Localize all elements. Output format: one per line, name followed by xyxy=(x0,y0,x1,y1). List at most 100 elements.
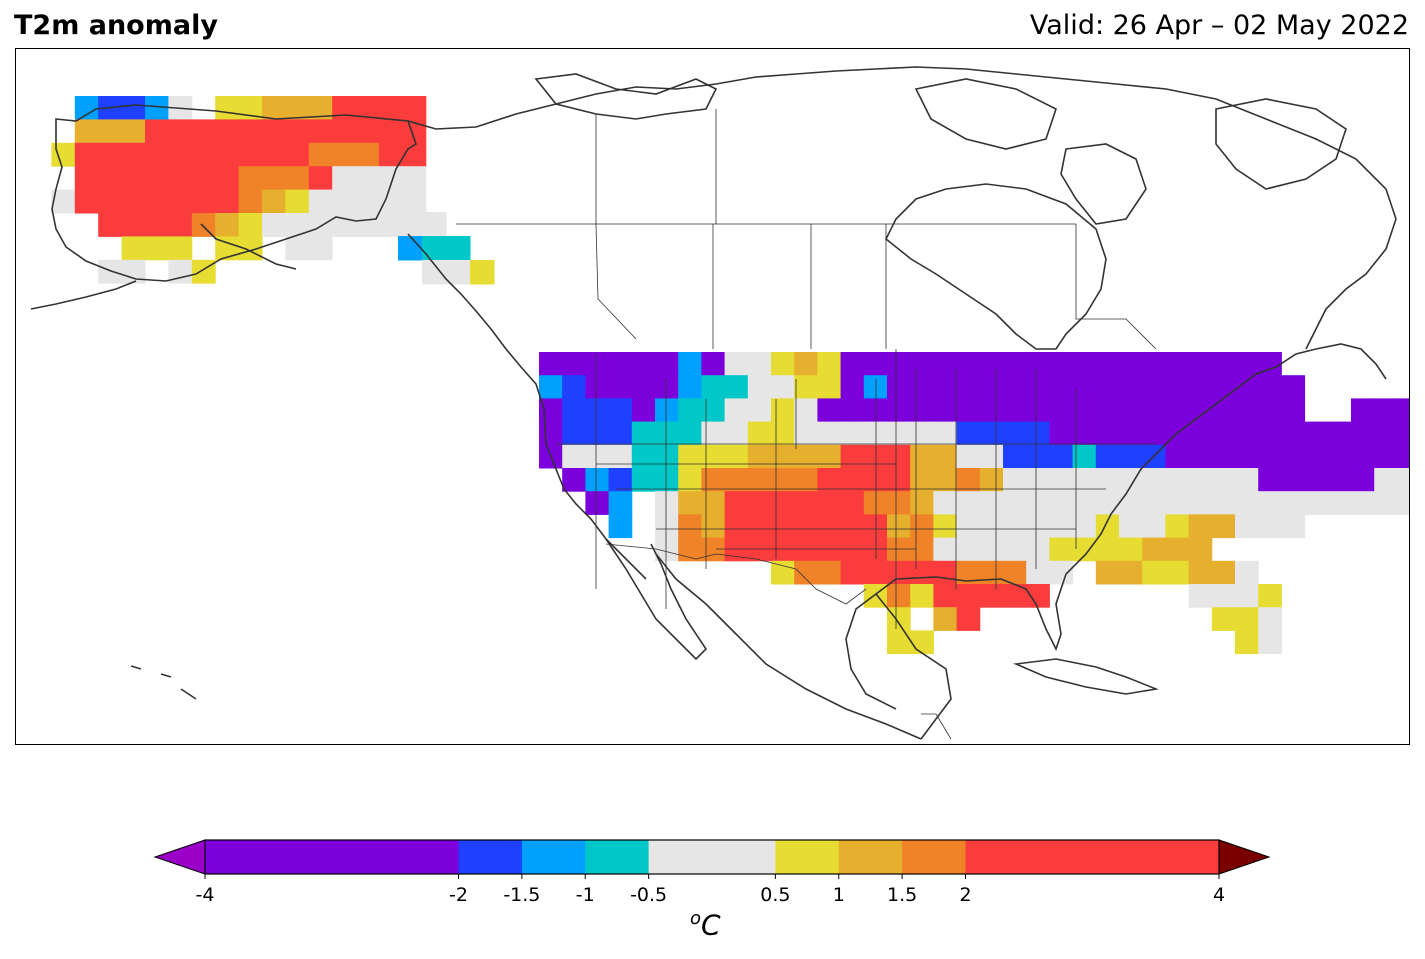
grid-cell-alaska xyxy=(191,213,216,237)
grid-cell-conus xyxy=(1188,514,1213,539)
colorbar: -4 -2 -1.5 -1 -0.5 0.5 1 1.5 2 4 xyxy=(153,839,1271,906)
grid-cell-conus xyxy=(1211,375,1236,399)
grid-cell-conus xyxy=(1049,352,1074,376)
grid-cell-alaska xyxy=(98,213,123,237)
grid-cell-conus xyxy=(887,352,911,376)
grid-cell-conus xyxy=(1235,398,1259,423)
grid-cell-conus xyxy=(1304,468,1329,492)
grid-cell-conus xyxy=(1188,468,1213,492)
grid-cell-alaska xyxy=(332,189,357,214)
grid-cell-conus xyxy=(817,375,842,399)
grid-cell-conus xyxy=(1165,468,1190,492)
grid-cell-conus xyxy=(1258,630,1282,655)
grid-cell-alaska xyxy=(51,142,76,167)
coastline-segment xyxy=(51,104,417,282)
grid-cell-conus xyxy=(771,537,795,562)
grid-cell-conus xyxy=(840,560,865,585)
grid-cell-conus xyxy=(933,398,958,423)
grid-cell-alaska xyxy=(355,189,380,214)
grid-cell-alaska xyxy=(168,213,193,237)
grid-cell-alaska xyxy=(191,142,216,167)
grid-cell-conus xyxy=(910,537,934,562)
grid-cell-conus xyxy=(1327,421,1352,446)
coastline-segment xyxy=(407,233,647,580)
grid-cell-conus xyxy=(1304,491,1329,515)
anomaly-grid-cells xyxy=(51,96,1409,655)
grid-cell-conus xyxy=(1211,421,1236,446)
grid-cell-conus xyxy=(1258,421,1282,446)
grid-cell-conus xyxy=(1235,375,1259,399)
colorbar-tick-label: 4 xyxy=(1213,884,1225,906)
grid-cell-conus xyxy=(747,352,772,376)
grid-cell-conus xyxy=(933,421,958,446)
grid-cell-alaska xyxy=(308,119,333,144)
grid-cell-conus xyxy=(724,468,749,492)
grid-cell-alaska xyxy=(168,259,193,284)
grid-cell-conus xyxy=(1351,491,1375,515)
grid-cell-conus xyxy=(1003,375,1027,399)
colorbar-unit-label: oC xyxy=(690,908,721,941)
grid-cell-alaska xyxy=(51,189,76,214)
grid-cell-conus xyxy=(701,444,726,469)
grid-cell-alaska xyxy=(215,166,240,191)
grid-cell-conus xyxy=(817,398,842,423)
grid-cell-panhandle xyxy=(422,236,447,261)
coastline-segment xyxy=(407,66,1397,220)
grid-cell-alaska xyxy=(145,189,169,214)
grid-cell-conus xyxy=(910,584,934,608)
grid-cell-conus xyxy=(539,352,563,376)
grid-cell-conus xyxy=(678,352,702,376)
grid-cell-conus xyxy=(1003,560,1027,585)
grid-cell-conus xyxy=(771,560,795,585)
grid-cell-conus xyxy=(1165,375,1190,399)
grid-cell-alaska xyxy=(262,142,286,167)
grid-cell-conus xyxy=(1397,398,1409,423)
grid-cell-alaska xyxy=(332,119,357,144)
grid-cell-alaska xyxy=(402,119,427,144)
grid-cell-alaska xyxy=(379,166,403,191)
grid-cell-conus xyxy=(1095,537,1120,562)
grid-cell-conus xyxy=(655,352,679,376)
grid-cell-conus xyxy=(608,398,633,423)
grid-cell-conus xyxy=(1258,607,1282,631)
grid-cell-conus xyxy=(631,468,656,492)
grid-cell-conus xyxy=(794,537,818,562)
grid-cell-conus xyxy=(979,468,1004,492)
grid-cell-conus xyxy=(1119,352,1143,376)
grid-cell-conus xyxy=(910,630,934,655)
grid-cell-conus xyxy=(1351,398,1375,423)
grid-cell-alaska xyxy=(168,189,193,214)
grid-cell-conus xyxy=(1119,560,1143,585)
grid-cell-conus xyxy=(1095,491,1120,515)
grid-cell-conus xyxy=(1095,560,1120,585)
grid-cell-conus xyxy=(794,560,818,585)
grid-cell-conus xyxy=(701,421,726,446)
grid-cell-conus xyxy=(887,514,911,539)
colorbar-bin xyxy=(965,840,1220,874)
grid-cell-conus xyxy=(1026,444,1050,469)
grid-cell-conus xyxy=(771,375,795,399)
coastline-segment xyxy=(845,592,952,740)
grid-cell-alaska xyxy=(121,213,146,237)
grid-cell-conus xyxy=(1235,514,1259,539)
grid-cell-conus xyxy=(1327,491,1352,515)
grid-cell-conus xyxy=(701,352,726,376)
grid-cell-panhandle xyxy=(398,236,423,261)
grid-cell-conus xyxy=(887,468,911,492)
grid-cell-conus xyxy=(933,607,958,631)
grid-cell-conus xyxy=(979,584,1004,608)
grid-cell-conus xyxy=(1049,491,1074,515)
grid-cell-conus xyxy=(794,491,818,515)
grid-cell-alaska xyxy=(355,142,380,167)
grid-cell-alaska xyxy=(74,142,99,167)
grid-cell-conus xyxy=(887,630,911,655)
grid-cell-alaska xyxy=(262,166,286,191)
grid-cell-alaska xyxy=(168,236,193,261)
grid-cell-alaska xyxy=(215,96,240,120)
grid-cell-conus xyxy=(1211,491,1236,515)
grid-cell-conus xyxy=(1026,584,1050,608)
grid-cell-alaska xyxy=(308,236,333,261)
grid-cell-conus xyxy=(1397,468,1409,492)
grid-cell-conus xyxy=(678,375,702,399)
grid-cell-alaska xyxy=(332,213,357,237)
